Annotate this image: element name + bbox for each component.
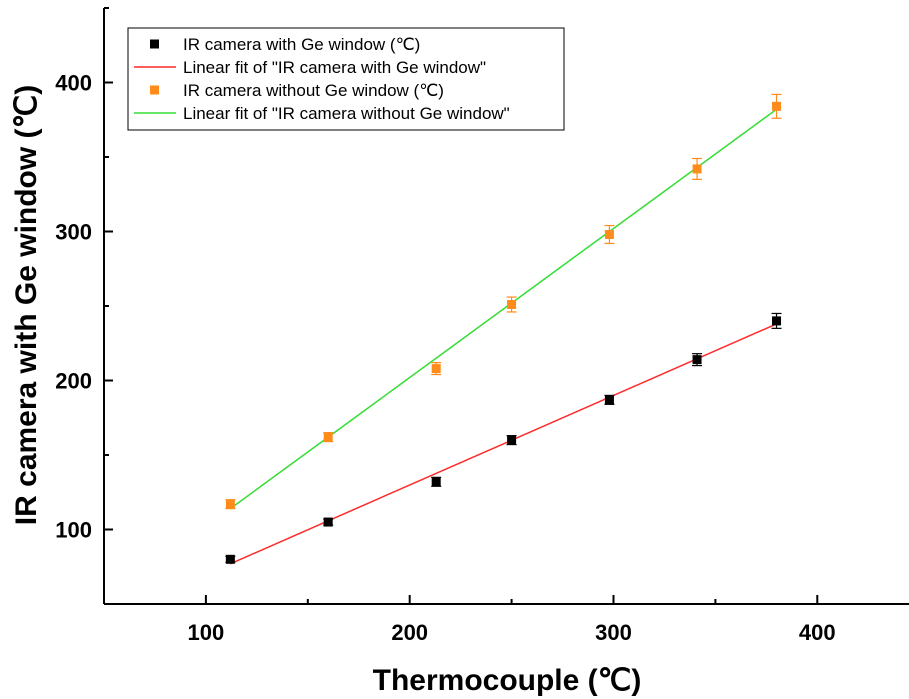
legend-label: Linear fit of "IR camera without Ge wind… [183, 104, 510, 123]
data-point [604, 395, 614, 405]
data-point [507, 300, 517, 310]
data-point [323, 517, 333, 527]
data-point [225, 554, 235, 564]
legend-marker [150, 39, 159, 49]
data-point [323, 432, 333, 442]
x-tick-label: 100 [188, 620, 225, 645]
legend-label: IR camera without Ge window (℃) [183, 81, 444, 100]
legend-box [127, 27, 565, 131]
x-tick-label: 300 [595, 620, 632, 645]
plot-area [225, 93, 782, 565]
data-point [225, 499, 235, 509]
y-tick-label: 400 [55, 71, 92, 96]
fit-line [230, 323, 777, 565]
x-tick-label: 200 [391, 620, 428, 645]
data-point [692, 355, 702, 365]
data-point [604, 229, 614, 239]
y-axis-title: IR camera with Ge window (℃) [10, 85, 43, 525]
data-point [692, 164, 702, 174]
data-point [772, 316, 782, 326]
axes: 100 200 300 400 100 200 300 400 [55, 7, 909, 645]
y-tick-label: 100 [55, 518, 92, 543]
legend: IR camera with Ge window (℃) Linear fit o… [127, 27, 565, 131]
data-point [507, 435, 517, 445]
data-point [431, 364, 441, 374]
y-tick-label: 200 [55, 369, 92, 394]
data-point [431, 477, 441, 487]
x-tick-label: 400 [799, 620, 836, 645]
y-tick-label: 300 [55, 220, 92, 245]
x-axis-title: Thermocouple (℃) [373, 664, 642, 697]
fit-line [229, 108, 777, 510]
data-point [772, 101, 782, 111]
legend-label: Linear fit of "IR camera with Ge window" [183, 58, 486, 77]
legend-label: IR camera with Ge window (℃) [183, 35, 420, 54]
legend-marker [150, 85, 159, 95]
